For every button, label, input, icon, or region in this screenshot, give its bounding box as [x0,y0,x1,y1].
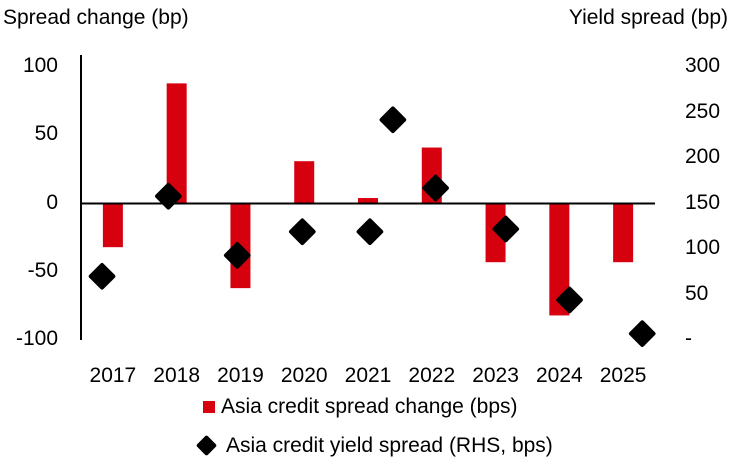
yield-diamond-9 [628,320,656,347]
right-tick-label: 200 [685,145,721,168]
legend-label-spread-change: Asia credit spread change (bps) [221,395,518,418]
x-tick-label: 2018 [153,364,201,387]
yield-diamond-6 [422,174,449,202]
x-tick-label: 2022 [408,364,456,387]
bar-2021 [358,198,378,204]
right-axis-title: Yield spread (bp) [568,6,728,29]
x-tick-label: 2025 [599,364,647,387]
yield-diamond-5 [379,106,407,134]
right-tick-label: - [685,327,692,350]
bar-2020 [294,161,315,204]
x-tick-label: 2023 [472,364,519,387]
x-tick-label: 2024 [535,364,583,387]
yield-diamond-3 [288,218,316,246]
x-tick-label: 2019 [217,364,264,387]
bar-2017 [102,203,123,248]
yield-diamond-8 [556,286,583,314]
legend-label-yield-spread: Asia credit yield spread (RHS, bps) [226,434,553,457]
x-tick-label: 2017 [89,364,137,387]
right-tick-label: 150 [685,190,721,214]
bar-2018 [166,83,187,204]
legend-bar-swatch [203,401,215,413]
yield-diamond-7 [492,215,520,243]
bar-2025 [613,203,634,263]
left-tick-label: -100 [15,327,58,350]
left-tick-label: -50 [27,258,58,282]
left-axis-title: Spread change (bp) [3,6,189,29]
right-tick-label: 100 [685,236,721,259]
x-tick-label: 2020 [280,364,328,387]
bar-2024 [549,203,570,316]
right-tick-label: 250 [685,99,721,123]
yield-diamond-0 [88,262,116,290]
yield-diamond-4 [356,218,384,246]
yield-diamond-2 [223,242,251,269]
left-tick-label: 100 [22,54,58,77]
right-tick-label: 50 [685,281,709,305]
left-tick-label: 50 [34,122,58,146]
left-tick-label: 0 [46,190,58,214]
x-tick-label: 2021 [344,364,392,387]
yield-diamond-1 [155,182,182,210]
right-tick-label: 300 [685,54,721,77]
